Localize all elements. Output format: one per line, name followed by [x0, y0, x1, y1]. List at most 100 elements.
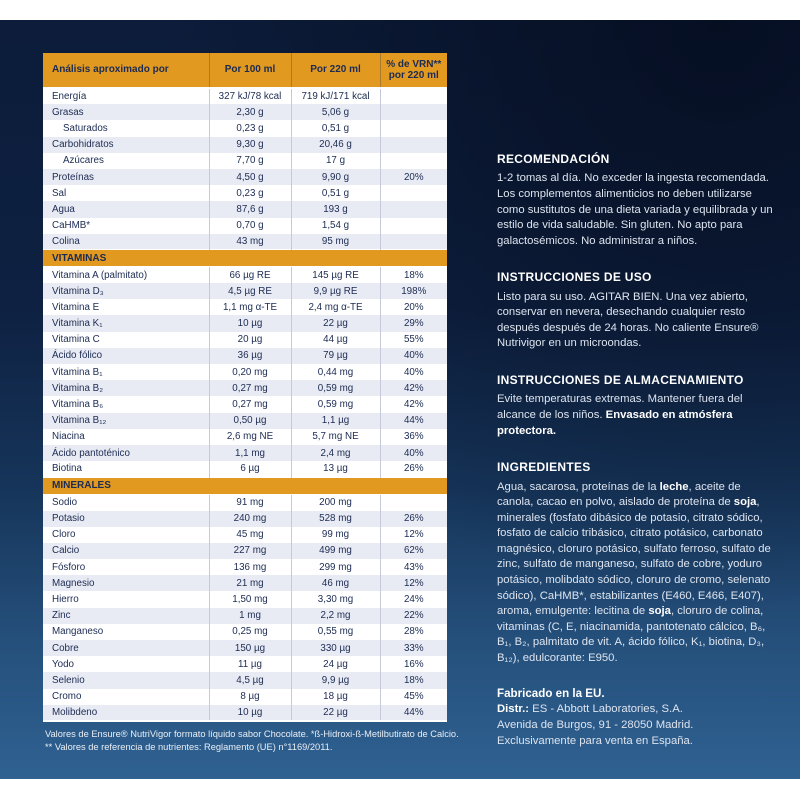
nutrient-label: Agua: [43, 201, 209, 218]
table-row: Fósforo 136 mg 299 mg 43%: [43, 559, 447, 576]
value-per-100ml: 0,20 mg: [208, 364, 291, 381]
text-segment: , aceite de canola, cacao en polvo, aisl…: [497, 480, 741, 509]
vrn-percent: 44%: [379, 412, 447, 429]
nutrient-label: Vitamina C: [43, 331, 209, 348]
value-per-220ml: 0,44 mg: [290, 364, 380, 381]
nutrient-label: Selenio: [43, 672, 209, 689]
value-per-220ml: 13 µg: [290, 461, 380, 478]
value-per-220ml: 24 µg: [290, 656, 380, 673]
nutrient-label: Carbohidratos: [43, 136, 209, 153]
value-per-220ml: 1,54 g: [290, 217, 380, 234]
vrn-percent: 12%: [379, 526, 447, 543]
value-per-100ml: 10 µg: [208, 704, 291, 721]
nutrient-label: Manganeso: [43, 623, 209, 640]
value-per-100ml: 4,50 g: [208, 168, 291, 186]
value-per-100ml: 43 mg: [208, 233, 291, 250]
nutrient-label: Vitamina D₃: [43, 283, 209, 300]
value-per-100ml: 227 mg: [208, 542, 291, 560]
nutrient-label: Azúcares: [43, 152, 209, 169]
vrn-percent: 18%: [379, 672, 447, 689]
value-per-100ml: 240 mg: [208, 510, 291, 527]
table-row: Vitamina B₁₂ 0,50 µg 1,1 µg 44%: [43, 412, 447, 429]
text-segment: , cloruro de colina, vitaminas (C, E, ni…: [497, 605, 766, 664]
nutrient-label: Molibdeno: [43, 704, 209, 721]
nutrient-label: Fósforo: [43, 559, 209, 576]
vrn-percent: 55%: [379, 331, 447, 348]
table-row: Zinc 1 mg 2,2 mg 22%: [43, 607, 447, 624]
vrn-percent: 42%: [379, 396, 447, 413]
value-per-100ml: 0,23 g: [208, 185, 291, 202]
table-row: Vitamina D₃ 4,5 µg RE 9,9 µg RE 198%: [43, 283, 447, 300]
vrn-percent: 40%: [379, 364, 447, 381]
table-row: Energía 327 kJ/78 kcal 719 kJ/171 kcal: [43, 88, 447, 105]
value-per-100ml: 2,6 mg NE: [208, 428, 291, 445]
value-per-100ml: 0,23 g: [208, 120, 291, 137]
nutrient-label: Ácido pantoténico: [43, 444, 209, 462]
bold-text-segment: Distr.:: [497, 703, 530, 716]
vrn-percent: [379, 136, 447, 153]
value-per-100ml: 0,27 mg: [208, 380, 291, 397]
value-per-220ml: 95 mg: [290, 233, 380, 250]
table-row: Magnesio 21 mg 46 mg 12%: [43, 575, 447, 592]
column-header: Análisis aproximado por: [43, 53, 209, 89]
value-per-100ml: 10 µg: [208, 315, 291, 332]
nutrition-table: Análisis aproximado por Por 100 ml Por 220…: [43, 53, 447, 722]
vrn-percent: [379, 494, 447, 511]
vrn-percent: 18%: [379, 266, 447, 284]
nutrition-facts-table: Análisis aproximado por Por 100 ml Por 220…: [43, 53, 447, 722]
bold-text-segment: soja: [648, 605, 671, 618]
vrn-percent: [379, 233, 447, 250]
footnote-line: Valores de Ensure® NutriVigor formato lí…: [45, 729, 459, 739]
info-section: INSTRUCCIONES DE USO Listo para su uso. A…: [497, 270, 779, 352]
vrn-percent: 44%: [379, 704, 447, 721]
section-band-minerales: MINERALES: [43, 476, 447, 495]
value-per-220ml: 1,1 µg: [290, 412, 380, 429]
value-per-220ml: 330 µg: [290, 640, 380, 657]
vrn-percent: 62%: [379, 542, 447, 560]
table-row: Cobre 150 µg 330 µg 33%: [43, 640, 447, 657]
vrn-percent: [379, 185, 447, 202]
vrn-percent: [379, 104, 447, 121]
vrn-percent: 29%: [379, 315, 447, 332]
text-segment: ES - Abbott Laboratories, S.A. Avenida d…: [497, 703, 694, 747]
table-row: Selenio 4,5 µg 9,9 µg 18%: [43, 672, 447, 689]
nutrient-label: Magnesio: [43, 575, 209, 592]
value-per-100ml: 7,70 g: [208, 152, 291, 169]
nutrient-label: Saturados: [43, 120, 209, 137]
table-row: Potasio 240 mg 528 mg 26%: [43, 510, 447, 527]
value-per-220ml: 528 mg: [290, 510, 380, 527]
table-row: Vitamina B₂ 0,27 mg 0,59 mg 42%: [43, 380, 447, 397]
value-per-100ml: 136 mg: [208, 559, 291, 576]
value-per-220ml: 22 µg: [290, 315, 380, 332]
nutrient-label: Yodo: [43, 656, 209, 673]
value-per-220ml: 2,4 mg α-TE: [290, 299, 380, 316]
vrn-percent: [379, 201, 447, 218]
value-per-220ml: 299 mg: [290, 559, 380, 576]
info-column: RECOMENDACIÓN 1-2 tomas al día. No excede…: [497, 152, 779, 770]
text-segment: 1-2 tomas al día. No exceder la ingesta …: [497, 172, 773, 247]
value-per-220ml: 5,06 g: [290, 104, 380, 121]
vrn-percent: [379, 88, 447, 105]
value-per-100ml: 150 µg: [208, 640, 291, 657]
vrn-percent: 40%: [379, 444, 447, 462]
nutrient-label: Vitamina B₂: [43, 380, 209, 397]
value-per-220ml: 17 g: [290, 152, 380, 169]
vrn-percent: 12%: [379, 575, 447, 592]
section-body: 1-2 tomas al día. No exceder la ingesta …: [497, 171, 779, 249]
text-segment: Evite temperaturas extremas. Mantener fu…: [497, 393, 743, 421]
value-per-220ml: 0,59 mg: [290, 380, 380, 397]
column-header: Por 100 ml: [208, 53, 291, 89]
section-band-vitaminas: VITAMINAS: [43, 249, 447, 268]
value-per-100ml: 0,27 mg: [208, 396, 291, 413]
value-per-100ml: 20 µg: [208, 331, 291, 348]
nutrient-label: Calcio: [43, 542, 209, 560]
nutrient-label: Biotina: [43, 461, 209, 478]
table-row: Carbohidratos 9,30 g 20,46 g: [43, 136, 447, 153]
table-row: Azúcares 7,70 g 17 g: [43, 152, 447, 169]
value-per-100ml: 6 µg: [208, 461, 291, 478]
value-per-220ml: 200 mg: [290, 494, 380, 511]
nutrient-label: Cloro: [43, 526, 209, 543]
table-row: Niacina 2,6 mg NE 5,7 mg NE 36%: [43, 428, 447, 445]
value-per-220ml: 719 kJ/171 kcal: [290, 88, 380, 105]
info-section: RECOMENDACIÓN 1-2 tomas al día. No excede…: [497, 152, 779, 249]
